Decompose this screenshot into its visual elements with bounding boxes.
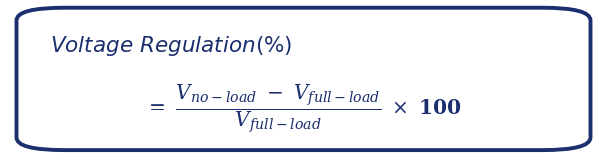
FancyBboxPatch shape <box>16 8 591 150</box>
Text: $\mathbf{\mathit{Voltage\ Regulation(\%)}}$: $\mathbf{\mathit{Voltage\ Regulation(\%)… <box>50 34 292 58</box>
Text: $=\ \dfrac{V_{no-load}\ -\ V_{full-load}}{V_{full-load}}\ \times\ \mathbf{100}$: $=\ \dfrac{V_{no-load}\ -\ V_{full-load}… <box>145 83 462 135</box>
